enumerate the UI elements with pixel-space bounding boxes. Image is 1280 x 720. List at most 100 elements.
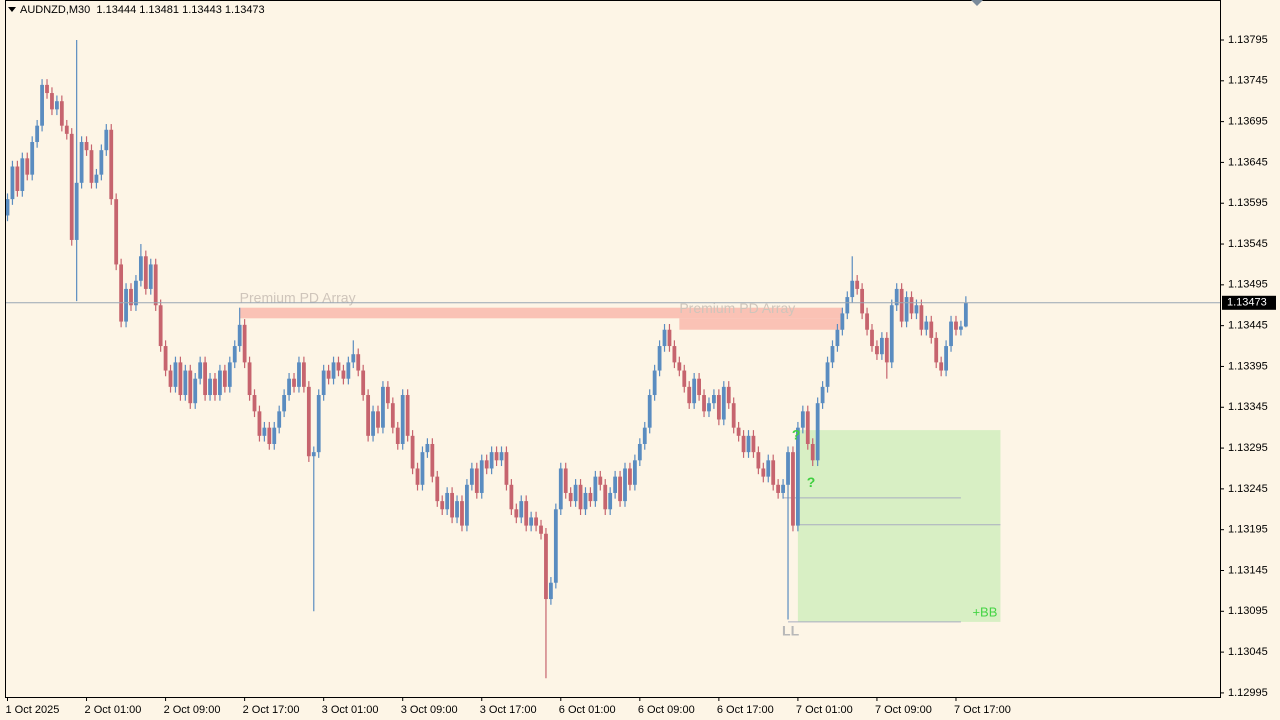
candle-body — [247, 362, 252, 396]
plot-frame — [5, 0, 1221, 698]
last-high: 1.13481 — [139, 4, 180, 16]
candle-body — [855, 280, 860, 289]
y-tick-label: 1.13295 — [1228, 442, 1268, 454]
candles-layer — [5, 39, 968, 679]
candle-body — [425, 443, 430, 453]
x-tick-label: 2 Oct 09:00 — [164, 704, 221, 716]
candle-body — [262, 427, 267, 436]
candle-body — [504, 452, 509, 485]
candle-body — [10, 166, 15, 200]
candle-body — [455, 501, 459, 518]
candle-body — [549, 582, 553, 600]
candle-body — [277, 411, 282, 428]
last-close: 1.13473 — [224, 4, 265, 16]
candle-body — [84, 142, 89, 151]
candle-body — [134, 280, 138, 306]
candle-body — [366, 395, 371, 436]
x-tick-label: 7 Oct 17:00 — [954, 704, 1011, 716]
candle-body — [796, 427, 800, 526]
candle-body — [534, 517, 538, 526]
pd-array-label: Premium PD Array — [679, 300, 795, 316]
candle-body — [741, 435, 746, 453]
candle-body — [899, 288, 904, 322]
candle-body — [450, 492, 454, 518]
candle-body — [731, 403, 736, 428]
candle-body — [40, 84, 44, 126]
candle-body — [786, 452, 790, 485]
candle-body — [820, 386, 825, 404]
candle-body — [153, 264, 158, 306]
y-tick-label: 1.13745 — [1228, 75, 1268, 87]
candle-body — [158, 305, 163, 347]
candle-body — [143, 256, 148, 289]
marker-label: LL — [782, 623, 800, 639]
candle-body — [494, 452, 499, 461]
candle-body — [99, 150, 104, 175]
x-tick-label: 7 Oct 09:00 — [875, 704, 932, 716]
candle-body — [776, 484, 781, 493]
menu-arrow[interactable] — [8, 7, 16, 12]
candle-body — [756, 452, 761, 469]
candle-body — [321, 370, 326, 396]
candle-body — [410, 435, 415, 469]
x-tick-label: 2 Oct 17:00 — [243, 704, 300, 716]
candle-body — [336, 362, 341, 371]
x-tick-label: 6 Oct 01:00 — [559, 704, 616, 716]
last-low: 1.13443 — [182, 4, 222, 16]
candle-body — [697, 378, 701, 396]
candle-body — [563, 468, 568, 493]
candle-body — [870, 329, 874, 347]
candle-body — [553, 509, 558, 583]
candle-body — [30, 142, 35, 175]
current-price-label: 1.13473 — [1227, 297, 1267, 309]
candle-body — [395, 427, 400, 444]
candle-body — [702, 395, 706, 412]
y-tick-label: 1.13145 — [1228, 564, 1268, 576]
candle-body — [376, 411, 380, 428]
x-tick-label: 2 Oct 01:00 — [85, 704, 142, 716]
candle-body — [173, 362, 178, 387]
y-tick-label: 1.13445 — [1228, 320, 1268, 332]
pd-array-zone — [239, 307, 843, 319]
candle-body — [613, 476, 618, 493]
candle-body — [460, 501, 464, 526]
candle-body — [544, 533, 548, 600]
scroll-marker — [971, 0, 983, 6]
candle-body — [934, 337, 939, 363]
x-tick-label: 3 Oct 17:00 — [480, 704, 537, 716]
x-tick-label: 7 Oct 01:00 — [796, 704, 853, 716]
y-tick-label: 1.13195 — [1228, 524, 1268, 536]
candle-body — [865, 313, 869, 330]
candle-body — [637, 443, 642, 461]
candle-body — [879, 337, 884, 355]
candle-body — [524, 501, 529, 526]
candle-body — [608, 492, 613, 510]
candle-body — [341, 370, 346, 379]
candle-body — [45, 84, 49, 94]
candle-body — [761, 468, 766, 477]
candle-body — [213, 378, 217, 396]
candle-body — [5, 199, 10, 216]
candle-body — [751, 435, 756, 453]
candle-body — [188, 370, 193, 404]
candle-body — [889, 305, 894, 363]
candle-body — [287, 378, 291, 396]
candle-body — [390, 403, 395, 428]
y-tick-label: 1.13395 — [1228, 360, 1268, 372]
candle-body — [519, 501, 524, 518]
y-tick-label: 1.13595 — [1228, 197, 1268, 209]
candle-body — [781, 484, 785, 493]
candle-body — [385, 386, 390, 404]
candle-body — [835, 329, 840, 347]
candle-body — [726, 386, 731, 404]
candle-body — [529, 517, 534, 526]
candle-body — [578, 484, 583, 510]
candle-body — [440, 501, 445, 510]
candle-body — [20, 158, 25, 191]
candle-body — [119, 264, 124, 322]
candle-body — [707, 403, 711, 412]
candle-body — [50, 93, 54, 110]
candle-body — [845, 297, 850, 314]
candle-body — [647, 395, 652, 428]
y-tick-label: 1.13245 — [1228, 483, 1268, 495]
